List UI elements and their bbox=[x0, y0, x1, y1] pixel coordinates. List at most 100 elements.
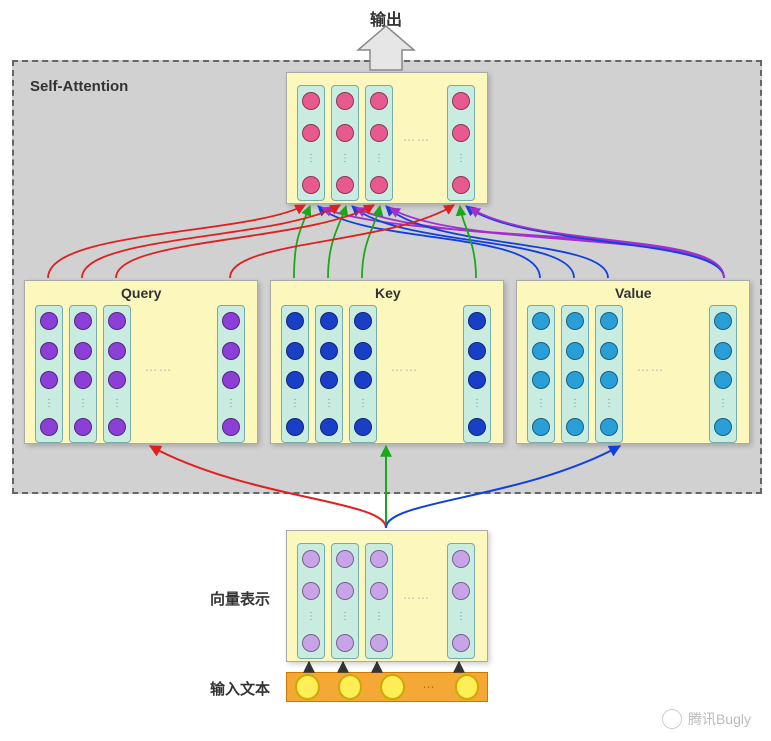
dot bbox=[336, 582, 354, 600]
dot bbox=[714, 342, 732, 360]
vdots: ⋮ bbox=[340, 156, 350, 162]
query-title: Query bbox=[121, 285, 161, 301]
dot bbox=[302, 124, 320, 142]
query-vec-n: ⋮ bbox=[217, 305, 245, 443]
dot bbox=[336, 550, 354, 568]
dot bbox=[222, 371, 240, 389]
input-token bbox=[380, 674, 405, 700]
dot bbox=[566, 371, 584, 389]
dot bbox=[468, 371, 486, 389]
dot bbox=[354, 342, 372, 360]
vdots: ⋮ bbox=[78, 401, 88, 407]
value-vec-2: ⋮ bbox=[561, 305, 589, 443]
dot bbox=[108, 371, 126, 389]
dot bbox=[532, 312, 550, 330]
input-token bbox=[338, 674, 363, 700]
dot bbox=[714, 418, 732, 436]
dot bbox=[600, 371, 618, 389]
dot bbox=[302, 634, 320, 652]
dot bbox=[532, 418, 550, 436]
dot bbox=[452, 176, 470, 194]
key-vec-n: ⋮ bbox=[463, 305, 491, 443]
watermark: 腾讯Bugly bbox=[662, 709, 751, 729]
query-vec-3: ⋮ bbox=[103, 305, 131, 443]
dot bbox=[452, 634, 470, 652]
dot bbox=[600, 342, 618, 360]
dot bbox=[286, 418, 304, 436]
output-vec-1: ⋮ bbox=[297, 85, 325, 201]
dot bbox=[468, 312, 486, 330]
input-label: 输入文本 bbox=[210, 678, 270, 699]
dot bbox=[468, 342, 486, 360]
dot bbox=[714, 312, 732, 330]
key-vec-1: ⋮ bbox=[281, 305, 309, 443]
dot bbox=[452, 582, 470, 600]
value-vec-n: ⋮ bbox=[709, 305, 737, 443]
hdots: ⋯⋯ bbox=[637, 363, 665, 377]
input-bar: ⋯ bbox=[286, 672, 488, 702]
output-panel: ⋮ ⋮ ⋮ ⋯⋯ ⋮ bbox=[286, 72, 488, 204]
dot bbox=[320, 342, 338, 360]
dot bbox=[452, 124, 470, 142]
hdots: ⋯⋯ bbox=[403, 133, 431, 147]
key-title: Key bbox=[375, 285, 401, 301]
dot bbox=[222, 312, 240, 330]
emb-vec-1: ⋮ bbox=[297, 543, 325, 659]
dot bbox=[286, 371, 304, 389]
key-vec-3: ⋮ bbox=[349, 305, 377, 443]
dot bbox=[108, 342, 126, 360]
wechat-icon bbox=[662, 709, 682, 729]
dot bbox=[74, 371, 92, 389]
dot bbox=[370, 582, 388, 600]
hdots: ⋯ bbox=[423, 680, 437, 694]
dot bbox=[354, 418, 372, 436]
dot bbox=[370, 92, 388, 110]
dot bbox=[108, 312, 126, 330]
dot bbox=[286, 312, 304, 330]
dot bbox=[74, 312, 92, 330]
key-vec-2: ⋮ bbox=[315, 305, 343, 443]
embedding-panel: ⋮ ⋮ ⋮ ⋯⋯ ⋮ bbox=[286, 530, 488, 662]
dot bbox=[320, 371, 338, 389]
vdots: ⋮ bbox=[44, 401, 54, 407]
vdots: ⋮ bbox=[536, 401, 546, 407]
dot bbox=[452, 550, 470, 568]
dot bbox=[532, 342, 550, 360]
dot bbox=[40, 371, 58, 389]
input-token bbox=[455, 674, 480, 700]
dot bbox=[336, 176, 354, 194]
dot bbox=[336, 634, 354, 652]
emb-vec-3: ⋮ bbox=[365, 543, 393, 659]
dot bbox=[354, 371, 372, 389]
vdots: ⋮ bbox=[112, 401, 122, 407]
dot bbox=[336, 124, 354, 142]
dot bbox=[566, 342, 584, 360]
vdots: ⋮ bbox=[306, 156, 316, 162]
dot bbox=[302, 550, 320, 568]
dot bbox=[600, 418, 618, 436]
vdots: ⋮ bbox=[456, 156, 466, 162]
vdots: ⋮ bbox=[324, 401, 334, 407]
value-vec-3: ⋮ bbox=[595, 305, 623, 443]
vdots: ⋮ bbox=[374, 156, 384, 162]
dot bbox=[320, 418, 338, 436]
dot bbox=[370, 176, 388, 194]
watermark-text: 腾讯Bugly bbox=[688, 709, 751, 729]
output-vec-2: ⋮ bbox=[331, 85, 359, 201]
vdots: ⋮ bbox=[306, 614, 316, 620]
vdots: ⋮ bbox=[472, 401, 482, 407]
dot bbox=[302, 582, 320, 600]
vdots: ⋮ bbox=[290, 401, 300, 407]
query-vec-2: ⋮ bbox=[69, 305, 97, 443]
key-panel: Key ⋮ ⋮ ⋮ ⋯⋯ ⋮ bbox=[270, 280, 504, 444]
vdots: ⋮ bbox=[718, 401, 728, 407]
dot bbox=[222, 418, 240, 436]
output-label: 输出 bbox=[370, 6, 402, 30]
hdots: ⋯⋯ bbox=[145, 363, 173, 377]
output-vec-3: ⋮ bbox=[365, 85, 393, 201]
dot bbox=[302, 176, 320, 194]
vdots: ⋮ bbox=[340, 614, 350, 620]
dot bbox=[370, 550, 388, 568]
value-title: Value bbox=[615, 285, 652, 301]
input-token bbox=[295, 674, 320, 700]
